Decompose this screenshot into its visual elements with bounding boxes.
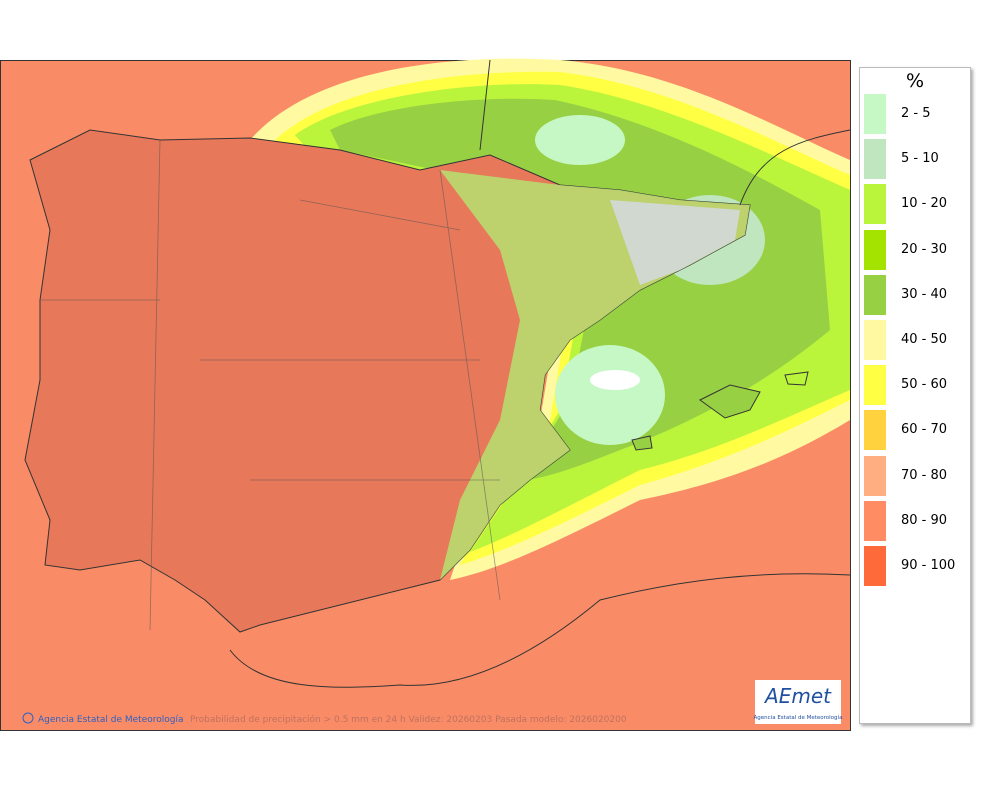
legend-label: 2 - 5 (901, 106, 931, 121)
land-catalonia (610, 200, 740, 285)
band-2-5 (555, 345, 665, 445)
coast-france (479, 59, 851, 206)
caption: Probabilidad de precipitación > 0.5 mm e… (190, 714, 627, 725)
legend-swatch (864, 320, 886, 360)
legend-label: 20 - 30 (901, 241, 948, 257)
copyright-icon (22, 712, 34, 724)
region-borders (40, 139, 501, 631)
legend-label: 40 - 50 (901, 332, 948, 347)
legend: % 2 - 5 5 - 10 10 - 20 20 - 30 30 - 40 40 - 5… (859, 67, 971, 724)
band-30-40 (330, 98, 830, 480)
legend-label: 70 - 80 (901, 467, 948, 483)
band-0 (590, 370, 640, 390)
legend-swatch (864, 455, 886, 496)
credit: Agencia Estatal de Meteorología (38, 715, 184, 725)
legend-label: 90 - 100 (901, 558, 956, 573)
legend-swatch (864, 94, 886, 134)
logo-box (755, 680, 841, 724)
legend-swatch (864, 410, 886, 451)
band-2-5 (535, 115, 625, 165)
legend-swatch (864, 546, 886, 586)
logo-subtitle: Agencia Estatal de Meteorología (754, 714, 843, 721)
legend-swatch (864, 274, 886, 315)
legend-label: 60 - 70 (901, 422, 948, 438)
legend-label: 80 - 90 (901, 512, 948, 528)
legend-swatch (864, 184, 886, 225)
legend-swatch (864, 229, 886, 270)
island-ibiza (631, 435, 653, 451)
legend-label: 50 - 60 (901, 377, 948, 393)
legend-label: 30 - 40 (901, 286, 948, 302)
legend-label: 10 - 20 (901, 196, 948, 212)
map: Agencia Estatal de Meteorología Probabil… (0, 58, 851, 731)
legend-swatch (864, 139, 886, 180)
legend-swatch (864, 500, 886, 541)
legend-swatch (864, 365, 886, 406)
coast-africa (229, 573, 851, 688)
island-menorca (784, 371, 809, 386)
island-mallorca (699, 384, 761, 419)
legend-label: 5 - 10 (901, 151, 939, 167)
logo-name: AEmet (763, 684, 832, 708)
legend-title: % (905, 70, 925, 92)
